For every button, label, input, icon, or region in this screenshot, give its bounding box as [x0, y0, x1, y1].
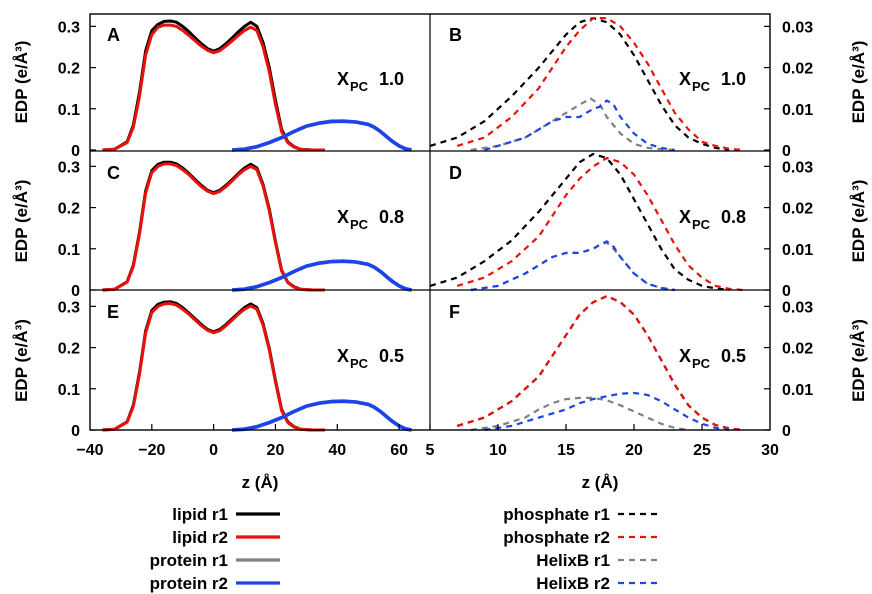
y-axis-label: EDP (e/Å³) [849, 180, 868, 263]
ytick-label: 0.3 [58, 19, 80, 36]
panel-label: C [107, 163, 120, 183]
panel-label: B [449, 25, 462, 45]
series-helixb-r2 [484, 391, 730, 432]
ytick-label: 0.1 [58, 102, 80, 119]
xpc-value: 0.5 [379, 346, 404, 366]
y-axis-label: EDP (e/Å³) [849, 41, 868, 124]
series-phosphate-r1 [429, 17, 730, 152]
ytick-label: 0.1 [58, 242, 80, 259]
xpc-value: 0.5 [721, 346, 746, 366]
panel-label: E [107, 302, 119, 322]
xtick-label: −20 [138, 442, 165, 459]
xpc-value: 1.0 [379, 69, 404, 89]
ytick-label: 0.02 [782, 61, 813, 78]
panel-label: D [449, 163, 462, 183]
xtick-label: 25 [693, 442, 711, 459]
ytick-label: 0 [782, 283, 791, 300]
series-protein-r2 [232, 259, 412, 292]
xtick-label: 60 [390, 442, 408, 459]
panel-e: E X PC 0.5 [102, 300, 412, 432]
ytick-label: 0.2 [58, 61, 80, 78]
xpc-label: X [337, 207, 349, 227]
legend-label: HelixB r1 [536, 551, 610, 570]
legend-label: protein r1 [150, 551, 228, 570]
series-helixb-r1 [470, 97, 675, 152]
ytick-label: 0 [782, 423, 791, 440]
xpc-label: X [679, 346, 691, 366]
legend-label: HelixB r2 [536, 574, 610, 593]
ytick-label: 0.03 [782, 299, 813, 316]
xtick-label: 5 [426, 442, 435, 459]
xtick-label: 15 [557, 442, 575, 459]
ytick-label: 0.01 [782, 102, 813, 119]
panel-f: F X PC 0.5 [449, 295, 746, 432]
panel-c: C X PC 0.8 [102, 160, 412, 292]
panel-d: D X PC 0.8 [429, 152, 746, 292]
legend-label: lipid r2 [172, 528, 228, 547]
series-phosphate-r2 [456, 17, 743, 152]
legend-label: phosphate r2 [503, 528, 610, 547]
ytick-label: 0.02 [782, 201, 813, 218]
ytick-label: 0 [71, 283, 80, 300]
y-axis-label: EDP (e/Å³) [12, 319, 31, 402]
y-axis-label: EDP (e/Å³) [12, 180, 31, 263]
xpc-value: 0.8 [379, 207, 404, 227]
xpc-value: 0.8 [721, 207, 746, 227]
ytick-label: 0.03 [782, 159, 813, 176]
series-phosphate-r1 [429, 152, 730, 292]
series-protein-r2 [232, 119, 412, 152]
x-axis-label: z (Å) [582, 473, 619, 492]
panel-label: A [107, 25, 120, 45]
ytick-label: 0.01 [782, 242, 813, 259]
ytick-label: 0.02 [782, 341, 813, 358]
legend-label: protein r2 [150, 574, 228, 593]
xtick-label: 20 [625, 442, 643, 459]
ytick-label: 0.03 [782, 19, 813, 36]
ytick-label: 0 [782, 143, 791, 160]
y-axis-label: EDP (e/Å³) [849, 319, 868, 402]
series-lipid-r2 [102, 302, 325, 432]
xpc-subscript: PC [350, 79, 369, 94]
series-lipid-r1 [102, 19, 325, 152]
xtick-label: 20 [267, 442, 285, 459]
legend-label: phosphate r1 [503, 505, 610, 524]
xtick-label: 30 [761, 442, 779, 459]
legend-label: lipid r1 [172, 505, 228, 524]
series-lipid-r2 [102, 23, 325, 152]
xpc-subscript: PC [692, 217, 711, 232]
ytick-label: 0.01 [782, 382, 813, 399]
ytick-label: 0.2 [58, 341, 80, 358]
xtick-label: 40 [328, 442, 346, 459]
xpc-subscript: PC [692, 356, 711, 371]
panel-b: B X PC 1.0 [429, 17, 746, 152]
legend-right: phosphate r1 phosphate r2 HelixB r1 HelixB … [503, 505, 662, 593]
xpc-subscript: PC [350, 356, 369, 371]
xpc-label: X [337, 346, 349, 366]
panel-label: F [449, 302, 460, 322]
ytick-label: 0.3 [58, 159, 80, 176]
series-protein-r2 [232, 399, 412, 432]
series-helixb-r2 [484, 99, 675, 152]
xpc-subscript: PC [692, 79, 711, 94]
series-lipid-r2 [102, 162, 325, 292]
xpc-subscript: PC [350, 217, 369, 232]
ytick-label: 0 [71, 423, 80, 440]
xpc-label: X [679, 69, 691, 89]
ytick-label: 0.1 [58, 382, 80, 399]
xtick-label: 10 [489, 442, 507, 459]
ytick-label: 0.3 [58, 299, 80, 316]
xpc-value: 1.0 [721, 69, 746, 89]
xpc-label: X [337, 69, 349, 89]
ytick-label: 0.2 [58, 201, 80, 218]
legend-left: lipid r1 lipid r2 protein r1 protein r2 [150, 505, 280, 593]
series-helixb-r2 [470, 240, 675, 292]
xtick-label: −40 [76, 442, 103, 459]
xtick-label: 0 [209, 442, 218, 459]
panel-a: A X PC 1.0 [102, 19, 412, 152]
xpc-label: X [679, 207, 691, 227]
y-axis-label: EDP (e/Å³) [12, 41, 31, 124]
ytick-label: 0 [71, 143, 80, 160]
x-axis-label: z (Å) [242, 473, 279, 492]
